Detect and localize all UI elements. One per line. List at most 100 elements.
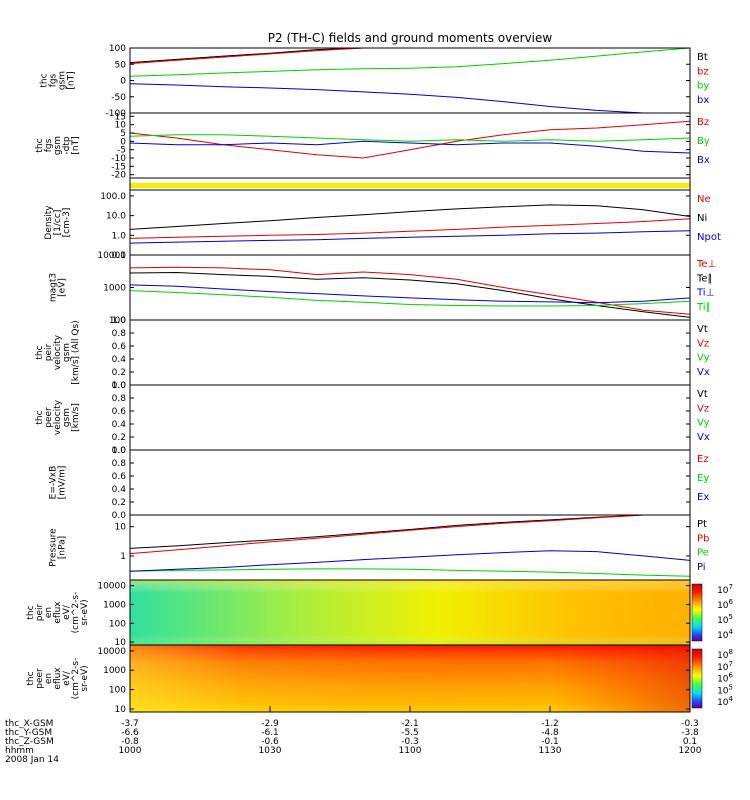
legend-Vt: Vt: [697, 324, 708, 335]
legend-Bt: Bt: [697, 52, 708, 63]
footer-value: 1030: [259, 746, 282, 756]
y-axis-label: [nPa]: [58, 536, 68, 559]
y-axis-label: [eV]: [58, 278, 68, 297]
series-Bx: [129, 140, 691, 154]
series-Ni: [129, 204, 691, 230]
legend-Npot: Npot: [697, 232, 721, 243]
footer-date: 2008 Jan 14: [5, 755, 59, 765]
legend-Ti∥: Ti∥: [696, 302, 711, 313]
y-axis-label: thc: [35, 345, 45, 359]
footer-label: thc_X-GSM: [5, 719, 53, 729]
y-tick-label: 0.8: [112, 394, 127, 404]
y-axis-label: gsm: [58, 71, 68, 90]
footer-label: thc_Z-GSM: [5, 737, 54, 747]
y-tick-label: 1.0: [112, 316, 127, 326]
legend-Vx: Vx: [697, 432, 710, 443]
series-Te∥: [129, 271, 691, 318]
y-tick-label: 1000: [103, 666, 126, 676]
y-tick-label: 10000: [97, 251, 126, 261]
y-axis-label: (cm^2-s-: [71, 658, 81, 700]
y-axis-label: magt3: [49, 273, 59, 302]
colorbar: [691, 583, 703, 642]
colorbar-label: 108: [717, 648, 733, 661]
y-axis-label: thc: [35, 138, 45, 152]
footer-value: -2.1: [401, 719, 419, 729]
y-axis-label: velocity: [53, 399, 63, 435]
y-tick-label: 0.2: [112, 433, 126, 443]
ion-spectrogram-shading: [130, 580, 690, 645]
y-axis-label: Pressure: [49, 528, 59, 567]
footer-value: 1000: [119, 746, 142, 756]
y-axis-label: [1/cc]: [53, 210, 63, 236]
y-tick-label: 5: [120, 129, 126, 139]
colorbar-label: 106: [717, 672, 733, 685]
y-tick-label: 0: [120, 137, 126, 147]
y-axis-label: eflux: [53, 667, 63, 690]
y-axis-label: en: [44, 607, 54, 618]
legend-Pt: Pt: [697, 519, 707, 530]
panel-frame: [129, 384, 691, 451]
y-axis-label: sr-eV): [80, 599, 90, 625]
x-axis: [129, 706, 691, 712]
series-by: [129, 47, 691, 77]
panel-1: 100 50 0 -50 -100 thc fgs gsm [nT] Bt bz by bx: [40, 44, 710, 119]
legend-Bx: Bx: [697, 155, 710, 166]
legend-Ni: Ni: [697, 213, 707, 224]
y-axis-label: velocity: [53, 334, 63, 370]
footer-label: hhmm: [5, 746, 34, 756]
legend-Te⊥: Te⊥: [696, 259, 716, 270]
legend-Vt: Vt: [697, 389, 708, 400]
y-tick-label: 100: [109, 316, 126, 326]
y-axis-label: peir: [44, 343, 54, 361]
y-tick-label: -15: [111, 162, 126, 172]
y-tick-label: 0.0: [112, 511, 127, 521]
legend-Ex: Ex: [697, 492, 709, 503]
y-tick-label: 0.8: [112, 329, 127, 339]
y-tick-label: -100: [106, 109, 127, 119]
legend-Ey: Ey: [697, 473, 709, 484]
legend-Ez: Ez: [697, 454, 709, 465]
y-axis-label: Density: [44, 205, 54, 240]
footer-value: -6.6: [121, 728, 139, 738]
legend-Pb: Pb: [697, 533, 709, 544]
series-Pt: [129, 514, 644, 549]
footer-value: 1200: [679, 746, 702, 756]
y-tick-label: 1.0: [112, 381, 127, 391]
footer: thc_X-GSM -3.7 -2.9 -2.1 -1.2 -0.3 thc_Y-GSM -6…: [5, 719, 702, 765]
y-axis-label: [nT]: [67, 71, 77, 89]
y-axis-label: gsm: [62, 408, 72, 427]
y-tick-label: 10: [115, 705, 127, 715]
panel-5: 10000 1000 100 magt3 [eV] Te⊥ Te∥ Ti⊥ Ti∥: [49, 251, 717, 326]
y-axis-label: thc: [26, 605, 36, 619]
y-tick-label: 1.0: [112, 446, 127, 456]
footer-label: thc_Y-GSM: [5, 728, 52, 738]
colorbar-label: 104: [717, 695, 733, 708]
legend-Pe: Pe: [697, 548, 709, 559]
y-tick-label: 100: [109, 686, 126, 696]
y-axis-label: eflux: [53, 601, 63, 624]
footer-value: 0.1: [683, 737, 697, 747]
y-axis-label: fgs: [49, 73, 59, 87]
y-axis-label: E=-VxB: [49, 466, 59, 500]
y-tick-label: 0: [120, 77, 126, 87]
footer-value: -1.2: [541, 719, 559, 729]
series-Bt: [129, 47, 364, 64]
y-tick-label: 1000: [103, 284, 126, 294]
footer-value: 1100: [399, 746, 422, 756]
panel-9: 10 1 Pressure [nPa] Pt Pb Pe Pi: [49, 514, 709, 581]
y-tick-label: 0.2: [112, 368, 126, 378]
colorbar-label: 105: [717, 683, 733, 696]
y-tick-label: 10.0: [106, 212, 126, 222]
y-axis-label: gsm: [62, 343, 72, 362]
legend-Vy: Vy: [697, 418, 710, 429]
y-axis-label: en: [44, 673, 54, 684]
panel-11: 10000 1000 100 10 thc peer en eflux eV/(cm^2-s-s…: [26, 644, 734, 715]
footer-value: -2.9: [261, 719, 279, 729]
series-bz: [129, 47, 364, 65]
panel-8: 1.0 0.8 0.6 0.4 0.2 0.0 E=-VxB [mV/m] Ez Ey Ex: [49, 446, 710, 521]
legend-bx: bx: [697, 95, 709, 106]
y-tick-label: -50: [111, 93, 126, 103]
y-tick-label: 0.6: [112, 342, 127, 352]
series-Ne: [129, 218, 691, 239]
y-tick-label: -5: [117, 146, 126, 156]
